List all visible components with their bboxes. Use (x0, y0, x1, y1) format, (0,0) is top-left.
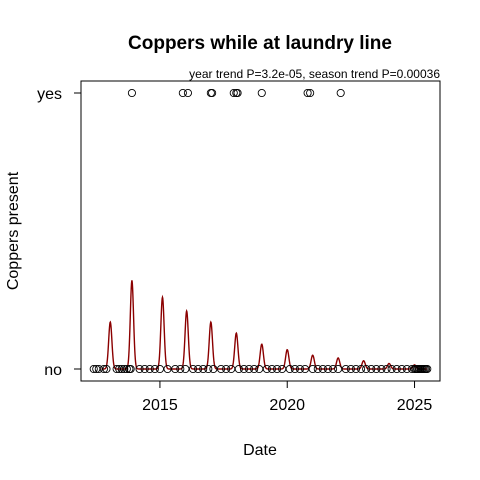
data-point-no (334, 364, 343, 374)
data-point-no (272, 364, 282, 374)
data-point-no (295, 364, 305, 374)
data-point-no (285, 364, 294, 374)
data-point-no (135, 364, 144, 374)
data-point-no (387, 364, 396, 374)
data-point-yes (303, 88, 312, 98)
data-point-no (267, 364, 277, 374)
data-point-no (318, 364, 327, 374)
data-point-no (346, 364, 355, 374)
x-tick-label: 2020 (269, 397, 305, 414)
data-point-no (244, 364, 254, 374)
data-point-yes (208, 88, 217, 98)
data-point-no (392, 364, 401, 374)
data-point-no (181, 364, 190, 374)
data-point-no (239, 364, 249, 374)
data-point-no (145, 364, 154, 374)
data-point-no (120, 364, 129, 374)
data-point-no (99, 364, 108, 374)
data-point-no (423, 364, 432, 374)
y-tick-label: yes (37, 86, 62, 103)
x-tick-label: 2015 (142, 397, 178, 414)
data-point-no (308, 364, 317, 374)
data-point-no (89, 364, 98, 374)
data-point-no (377, 364, 386, 374)
chart-title: Coppers while at laundry line (128, 33, 392, 54)
data-point-yes (306, 88, 315, 98)
data-point-no (150, 364, 159, 374)
data-point-no (382, 364, 391, 374)
x-axis: 2015 2020 2025 (142, 380, 433, 414)
chart-subtitle: year trend P=3.2e-05, season trend P=0.0… (189, 67, 440, 81)
y-axis-label: Coppers present (5, 171, 22, 290)
data-point-yes (336, 88, 345, 98)
data-point-no (122, 364, 131, 374)
data-point-no (323, 364, 333, 374)
points-layer (89, 88, 432, 374)
data-point-no (357, 364, 366, 374)
data-point-no (126, 364, 135, 374)
data-point-no (140, 364, 149, 374)
data-point-yes (127, 88, 136, 98)
data-point-yes (178, 88, 187, 98)
y-tick-label: no (44, 362, 62, 379)
data-point-no (329, 364, 338, 374)
data-point-no (262, 364, 271, 374)
data-point-no (372, 364, 381, 374)
data-point-no (102, 364, 111, 374)
data-point-no (290, 364, 299, 374)
data-point-yes (233, 88, 242, 98)
data-point-no (341, 364, 350, 374)
data-point-yes (257, 88, 266, 98)
data-point-no (234, 364, 243, 374)
data-point-no (313, 364, 322, 374)
data-point-no (216, 364, 226, 374)
y-axis: no yes (37, 86, 82, 379)
data-point-yes (229, 88, 238, 98)
data-point-no (176, 364, 185, 374)
trend-line (101, 280, 428, 370)
data-point-no (171, 364, 180, 374)
data-point-no (250, 364, 259, 374)
data-point-no (222, 364, 231, 374)
data-point-no (351, 364, 361, 374)
data-point-no (362, 364, 371, 374)
x-tick-label: 2025 (397, 397, 433, 414)
data-point-no (194, 364, 203, 374)
data-point-no (204, 364, 213, 374)
data-point-yes (183, 88, 192, 98)
data-point-no (367, 364, 376, 374)
trend-layer (101, 280, 428, 370)
data-point-no (397, 364, 406, 374)
x-axis-label: Date (243, 442, 277, 459)
data-point-no (188, 364, 198, 374)
data-point-no (199, 364, 208, 374)
